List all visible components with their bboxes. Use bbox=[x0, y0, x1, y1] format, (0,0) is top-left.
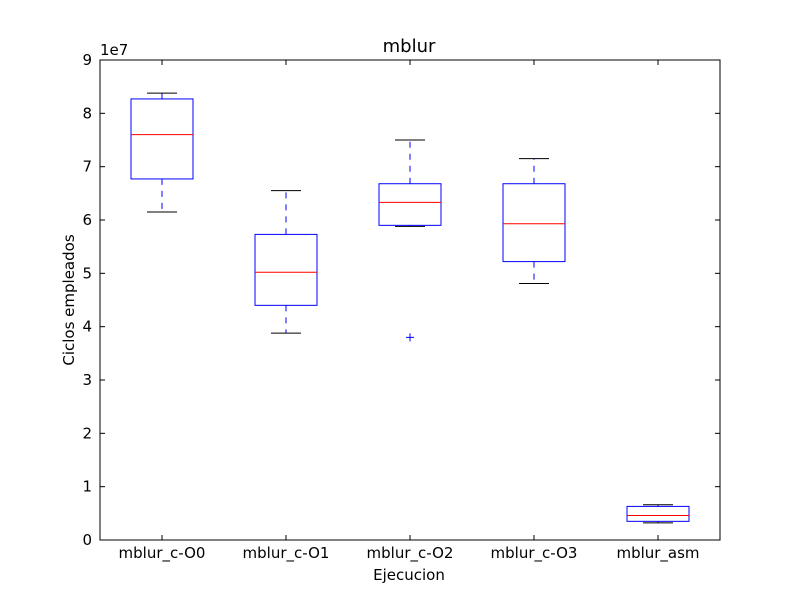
x-tick-label: mblur_c-O1 bbox=[243, 544, 330, 563]
y-axis-label: Ciclos empleados bbox=[60, 234, 78, 365]
x-tick-label: mblur_c-O3 bbox=[491, 544, 578, 563]
x-tick-label: mblur_c-O0 bbox=[119, 544, 206, 563]
y-tick-label: 6 bbox=[82, 211, 92, 229]
y-tick-label: 3 bbox=[82, 371, 92, 389]
x-tick-label: mblur_c-O2 bbox=[367, 544, 454, 563]
box-mblur_c-O3 bbox=[502, 183, 566, 263]
box-mblur_c-O2 bbox=[378, 183, 442, 226]
box-mblur_c-O0 bbox=[130, 98, 194, 180]
y-tick-label: 1 bbox=[82, 478, 92, 496]
chart-title: mblur bbox=[383, 36, 436, 57]
box-mblur_asm bbox=[626, 505, 690, 522]
y-tick-label: 0 bbox=[82, 531, 92, 549]
plot-area: 0 1 2 3 4 5 6 7 8 9 mblur_c-O0 mblur_c-O1 mblur_c-O2… bbox=[82, 51, 721, 563]
y-tick-label: 8 bbox=[82, 104, 92, 122]
x-axis-label: Ejecucion bbox=[373, 566, 445, 584]
y-tick-label: 9 bbox=[82, 51, 92, 69]
y-tick-label: 2 bbox=[82, 424, 92, 442]
x-tick-label: mblur_asm bbox=[616, 544, 699, 563]
y-tick-label: 4 bbox=[82, 318, 92, 336]
y-tick-label: 7 bbox=[82, 158, 92, 176]
y-tick-label: 5 bbox=[82, 264, 92, 282]
y-scale-label: 1e7 bbox=[100, 41, 128, 59]
box-mblur_c-O1 bbox=[254, 233, 318, 306]
outlier-marker bbox=[406, 333, 414, 342]
